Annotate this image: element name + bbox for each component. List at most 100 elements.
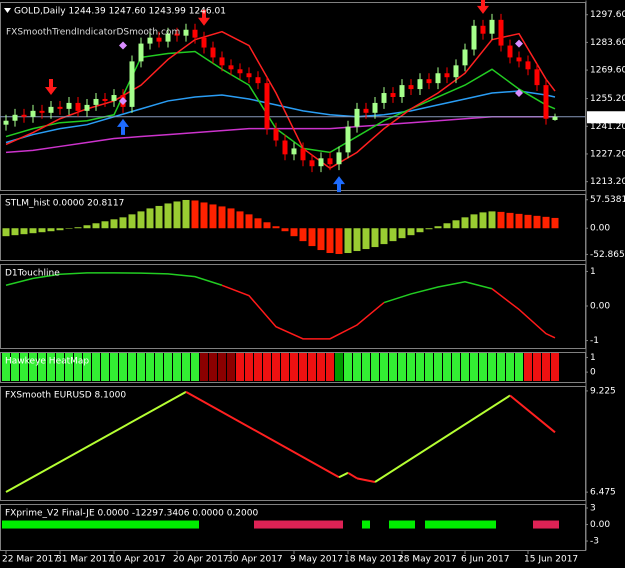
histogram-bar: [317, 228, 325, 251]
candle-body: [192, 29, 198, 38]
y-tick-label: 1227.20: [590, 149, 625, 159]
candle-body: [57, 106, 63, 109]
candle-body: [480, 25, 486, 34]
heat-bar: [182, 353, 190, 381]
smooth-line: [338, 471, 349, 479]
panel-title: FXSmooth EURUSD 8.1000: [5, 391, 126, 401]
histogram-bar: [137, 211, 145, 229]
heat-bar: [74, 353, 82, 381]
histogram-bar: [344, 228, 352, 254]
histogram-bar: [2, 228, 10, 237]
heat-bar: [344, 353, 352, 381]
candle-body: [399, 85, 405, 97]
heat-bar: [38, 353, 46, 381]
candle-body: [138, 43, 144, 62]
candle-body: [381, 93, 387, 103]
signal-diamond: [515, 89, 523, 98]
heat-bar: [533, 353, 541, 381]
panel-title: GOLD,Daily 1244.39 1247.60 1243.99 1246.…: [14, 7, 226, 17]
heat-bar: [479, 353, 487, 381]
heat-bar: [506, 353, 514, 381]
x-tick-label: 18 May 2017: [344, 555, 403, 565]
smooth-line: [347, 471, 358, 480]
heat-bar: [398, 353, 406, 381]
histogram-bar: [119, 217, 127, 229]
candle-body: [309, 160, 315, 167]
candle-body: [210, 47, 216, 58]
candle-body: [156, 37, 162, 42]
candle-body: [237, 69, 243, 74]
heat-bar: [56, 353, 64, 381]
histogram-bar: [11, 228, 19, 236]
signal-segment: [2, 520, 199, 529]
heat-bar: [434, 353, 442, 381]
y-tick-label: -3: [590, 537, 599, 547]
candle-body: [66, 102, 72, 109]
histogram-bar: [74, 227, 82, 229]
heat-bar: [407, 353, 415, 381]
y-tick-label: 0.00: [590, 224, 610, 234]
histogram-bar: [20, 228, 28, 235]
histogram-bar: [128, 214, 136, 229]
histogram-bar: [452, 220, 460, 229]
buy-arrow: [333, 176, 345, 193]
y-tick-label: 1297.60: [590, 10, 625, 20]
heat-bar: [191, 353, 199, 381]
signal-segment: [425, 520, 496, 529]
candle-body: [417, 79, 423, 90]
indicator-line: [5, 50, 556, 154]
heat-bar: [47, 353, 55, 381]
candle-body: [453, 65, 459, 78]
histogram-bar: [407, 228, 415, 236]
candle-body: [273, 128, 279, 141]
histogram-bar: [398, 228, 406, 239]
histogram-bar: [524, 214, 532, 229]
candle-body: [426, 79, 432, 84]
histogram-bar: [110, 219, 118, 229]
candle-body: [435, 73, 441, 84]
candle-body: [48, 106, 54, 113]
y-tick-label: -52.8655: [590, 250, 625, 260]
histogram-bar: [155, 205, 163, 229]
heat-bar: [461, 353, 469, 381]
y-tick-label: 57.5381: [590, 195, 625, 205]
touch-line: [491, 288, 556, 339]
x-tick-label: 30 Apr 2017: [227, 555, 283, 565]
candle-body: [84, 104, 90, 111]
histogram-bar: [254, 218, 262, 229]
title-icon: [4, 8, 11, 13]
heat-bar: [29, 353, 37, 381]
histogram-bar: [389, 228, 397, 242]
candle-body: [228, 65, 234, 70]
histogram-bar: [227, 208, 235, 229]
candle-body: [489, 19, 495, 34]
heat-bar: [452, 353, 460, 381]
histogram-bar: [308, 228, 316, 247]
candle-body: [147, 37, 153, 44]
current-price-box: [587, 111, 625, 124]
candle-body: [471, 25, 477, 50]
indicator-line: [5, 30, 556, 170]
signal-diamond: [119, 96, 127, 105]
candle-body: [111, 95, 117, 101]
histogram-bar: [209, 204, 217, 229]
histogram-bar: [353, 228, 361, 252]
heat-bar: [218, 353, 226, 381]
histogram-bar: [488, 211, 496, 229]
histogram-bar: [425, 228, 433, 230]
y-tick-label: 1255.20: [590, 94, 625, 104]
touch-line: [5, 272, 223, 286]
histogram-bar: [281, 228, 289, 232]
candle-body: [3, 120, 9, 125]
histogram-bar: [506, 212, 514, 229]
heat-bar: [2, 353, 10, 381]
candle-body: [12, 114, 18, 121]
candle-body: [93, 98, 99, 105]
heat-bar: [65, 353, 73, 381]
touch-line: [221, 284, 385, 340]
histogram-bar: [362, 228, 370, 250]
current-price-label: 1246.01: [589, 112, 625, 122]
candle-body: [534, 69, 540, 86]
smooth-line: [509, 394, 556, 434]
